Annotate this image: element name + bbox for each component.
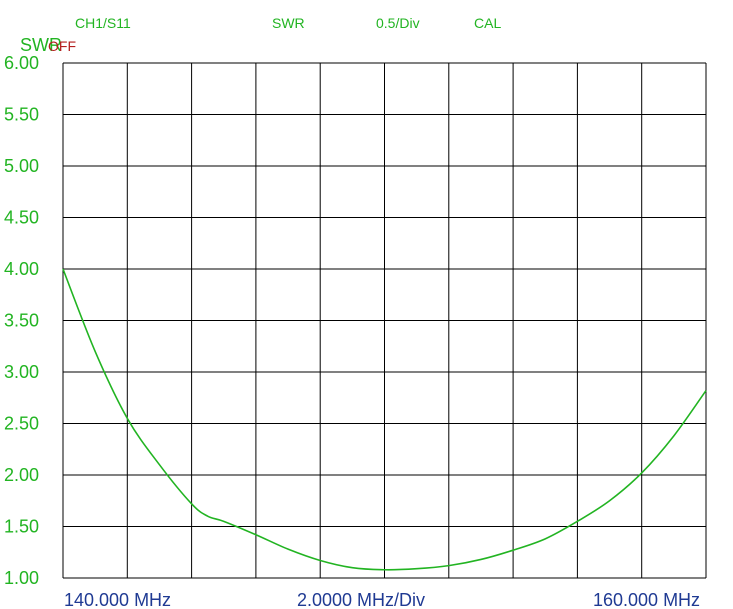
y-tick-label: 1.50 (4, 517, 39, 537)
swr-axis-label: SWR (20, 35, 62, 55)
trace-layer (62, 268, 707, 571)
y-tick-label: 1.00 (4, 568, 39, 588)
y-tick-label: 2.50 (4, 414, 39, 434)
scale-label: 0.5/Div (376, 15, 420, 31)
y-tick-label: 5.50 (4, 105, 39, 125)
y-tick-label: 2.00 (4, 465, 39, 485)
grid (62, 62, 707, 579)
start-frequency-label: 140.000 MHz (64, 590, 171, 609)
y-tick-label: 6.00 (4, 53, 39, 73)
y-tick-label: 4.50 (4, 208, 39, 228)
y-tick-labels: 6.00 5.50 5.00 4.50 4.00 3.50 3.00 2.50 2.00 1.50… (4, 53, 39, 588)
cal-label: CAL (474, 15, 501, 31)
y-tick-label: 4.00 (4, 259, 39, 279)
swr-trace-line (62, 268, 707, 571)
channel-label: CH1/S11 (75, 15, 131, 31)
y-tick-label: 3.00 (4, 362, 39, 382)
stop-frequency-label: 160.000 MHz (593, 590, 700, 609)
span-per-div-label: 2.0000 MHz/Div (297, 590, 425, 609)
y-tick-label: 5.00 (4, 156, 39, 176)
off-status: OFF (48, 38, 76, 54)
mode-label: SWR (272, 15, 305, 31)
y-tick-label: 3.50 (4, 311, 39, 331)
